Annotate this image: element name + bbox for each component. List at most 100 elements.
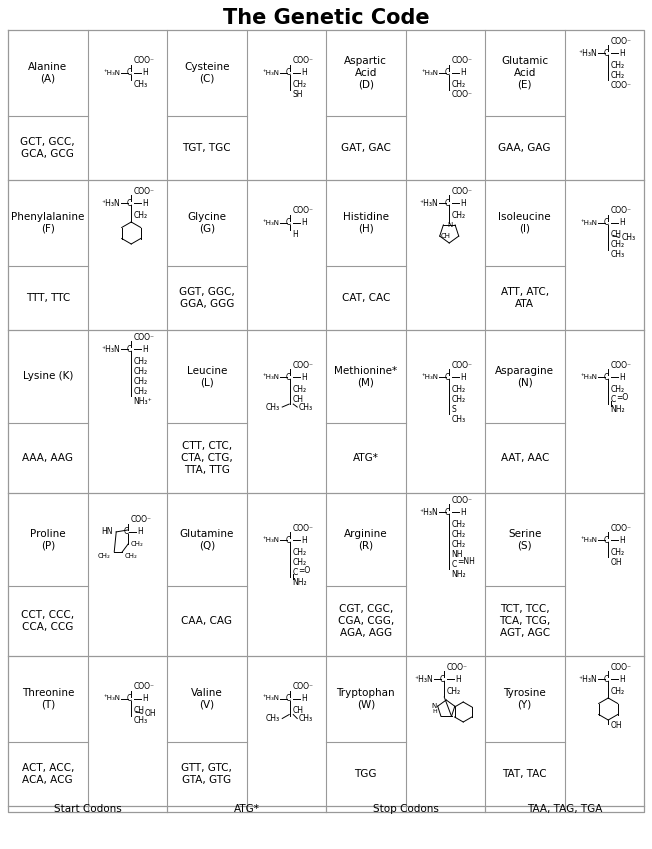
Text: CAT, CAC: CAT, CAC	[342, 293, 390, 303]
Text: Aspartic
Acid
(D): Aspartic Acid (D)	[344, 56, 387, 89]
Text: H: H	[460, 508, 466, 517]
Text: COO⁻: COO⁻	[292, 56, 313, 65]
Text: GAT, GAC: GAT, GAC	[341, 143, 391, 153]
Text: TAA, TAG, TGA: TAA, TAG, TGA	[527, 804, 602, 814]
Text: H: H	[137, 527, 143, 537]
Text: COO⁻: COO⁻	[133, 333, 155, 342]
Text: C: C	[604, 373, 609, 381]
Text: Phenylalanine
(F): Phenylalanine (F)	[11, 212, 85, 233]
Text: C: C	[610, 395, 615, 403]
Text: CH₂: CH₂	[451, 520, 466, 529]
Text: COO⁻: COO⁻	[451, 90, 472, 99]
Text: Isoleucine
(I): Isoleucine (I)	[498, 212, 551, 233]
Text: H: H	[460, 373, 466, 381]
Text: Cysteine
(C): Cysteine (C)	[184, 62, 230, 83]
Text: CH₂: CH₂	[446, 687, 460, 695]
Text: H: H	[301, 68, 307, 77]
Text: CH₃: CH₃	[133, 716, 147, 725]
Text: H: H	[301, 694, 307, 703]
Text: H: H	[432, 709, 437, 714]
Text: Glutamic
Acid
(E): Glutamic Acid (E)	[501, 56, 548, 89]
Text: C: C	[445, 508, 450, 517]
Text: CH₂: CH₂	[125, 553, 137, 559]
Text: ⁺H₃N: ⁺H₃N	[262, 537, 279, 543]
Text: CH₂: CH₂	[451, 385, 466, 394]
Text: Methionine*
(M): Methionine* (M)	[334, 366, 397, 387]
Text: =O: =O	[298, 565, 310, 575]
Text: C: C	[451, 559, 456, 569]
Text: CH₂: CH₂	[292, 548, 306, 557]
Text: CH₂: CH₂	[451, 540, 466, 548]
Text: Tryptophan
(W): Tryptophan (W)	[336, 688, 395, 710]
Text: H: H	[142, 345, 148, 354]
Text: H: H	[301, 536, 307, 544]
Text: C: C	[286, 373, 291, 381]
Text: COO⁻: COO⁻	[292, 682, 313, 691]
Text: ⁺H₃N: ⁺H₃N	[102, 199, 120, 207]
Text: Valine
(V): Valine (V)	[191, 688, 222, 710]
Text: ⁺H₃N: ⁺H₃N	[262, 220, 279, 226]
Text: CH₂: CH₂	[610, 60, 625, 70]
Text: H: H	[142, 68, 148, 77]
Text: C: C	[286, 694, 291, 703]
Text: C: C	[126, 68, 132, 77]
Text: COO⁻: COO⁻	[133, 682, 155, 691]
Text: CH₃: CH₃	[451, 414, 466, 424]
Text: COO⁻: COO⁻	[292, 524, 313, 532]
Text: ATG*: ATG*	[233, 804, 259, 814]
Text: C: C	[445, 199, 450, 207]
Text: Glycine
(G): Glycine (G)	[187, 212, 226, 233]
Text: CH₂: CH₂	[610, 70, 625, 80]
Text: COO⁻: COO⁻	[610, 662, 631, 672]
Text: CGT, CGC,
CGA, CGG,
AGA, AGG: CGT, CGC, CGA, CGG, AGA, AGG	[338, 604, 394, 638]
Text: CH: CH	[610, 230, 621, 239]
Text: Threonine
(T): Threonine (T)	[22, 688, 74, 710]
Text: CH₂: CH₂	[133, 367, 147, 376]
Text: C: C	[126, 694, 132, 703]
Text: H: H	[142, 199, 148, 207]
Text: ATT, ATC,
ATA: ATT, ATC, ATA	[501, 287, 549, 308]
Text: ⁺H₃N: ⁺H₃N	[102, 345, 120, 354]
Text: GCT, GCC,
GCA, GCG: GCT, GCC, GCA, GCG	[20, 137, 75, 159]
Text: COO⁻: COO⁻	[451, 187, 472, 195]
Text: CH₂: CH₂	[610, 548, 625, 557]
Text: GAA, GAG: GAA, GAG	[499, 143, 551, 153]
Text: CH₂: CH₂	[292, 558, 306, 566]
Text: COO⁻: COO⁻	[292, 206, 313, 215]
Text: H: H	[460, 68, 466, 77]
Text: Arginine
(R): Arginine (R)	[344, 529, 387, 550]
Text: Asparagine
(N): Asparagine (N)	[496, 366, 554, 387]
Text: CH₃: CH₃	[298, 714, 312, 723]
Text: TGT, TGC: TGT, TGC	[183, 143, 231, 153]
Text: ⁺H₃N: ⁺H₃N	[421, 374, 438, 380]
Text: COO⁻: COO⁻	[610, 524, 631, 532]
Text: H: H	[619, 373, 625, 381]
Text: COO⁻: COO⁻	[610, 37, 631, 46]
Text: Alanine
(A): Alanine (A)	[28, 62, 67, 83]
Text: HN: HN	[102, 527, 113, 537]
Text: CH: CH	[292, 706, 303, 715]
Text: C: C	[286, 536, 291, 544]
Text: N: N	[448, 222, 453, 228]
Text: SH: SH	[292, 90, 303, 99]
Text: Glutamine
(Q): Glutamine (Q)	[179, 529, 234, 550]
Text: ⁺H₃N: ⁺H₃N	[103, 70, 120, 76]
Text: AAA, AAG: AAA, AAG	[22, 453, 73, 463]
Text: C: C	[292, 567, 297, 576]
Text: CH₂: CH₂	[130, 541, 143, 547]
Text: COO⁻: COO⁻	[133, 56, 155, 65]
Text: ⁺H₃N: ⁺H₃N	[415, 674, 433, 683]
Text: ⁺H₃N: ⁺H₃N	[578, 674, 597, 683]
Text: ⁺H₃N: ⁺H₃N	[578, 48, 597, 58]
Text: C: C	[126, 345, 132, 354]
Text: CH₂: CH₂	[133, 387, 147, 396]
Text: N: N	[432, 703, 437, 709]
Text: C: C	[126, 199, 132, 207]
Text: C: C	[604, 218, 609, 227]
Text: ⁺H₃N: ⁺H₃N	[262, 70, 279, 76]
Text: NH: NH	[451, 550, 463, 559]
Text: COO⁻: COO⁻	[446, 662, 467, 672]
Text: CH₂: CH₂	[610, 240, 625, 249]
Text: Proline
(P): Proline (P)	[30, 529, 66, 550]
Text: H: H	[619, 48, 625, 58]
